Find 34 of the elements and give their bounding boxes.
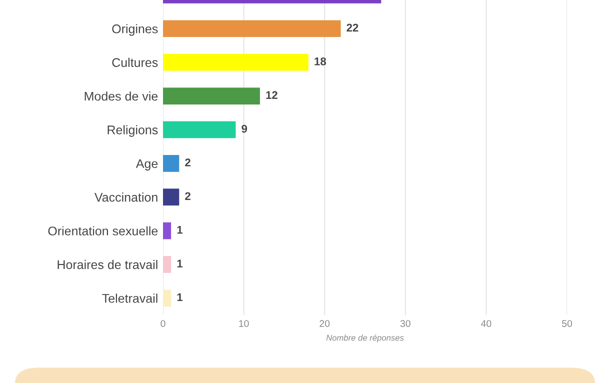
bar <box>163 222 172 240</box>
data-label: 1 <box>177 260 183 268</box>
y-tick-label: Religions <box>108 125 158 137</box>
y-tick-label: Cultures <box>112 58 158 67</box>
data-label: 22 <box>346 24 358 32</box>
bar <box>163 290 172 307</box>
bar <box>163 256 172 273</box>
data-label: 2 <box>185 158 190 166</box>
data-label: 18 <box>314 57 326 66</box>
data-label: 1 <box>177 293 183 302</box>
bar <box>163 121 236 138</box>
y-tick-label: Age <box>136 159 158 171</box>
x-tick-label: 10 <box>239 320 249 327</box>
data-label: 9 <box>242 124 248 133</box>
y-tick-label: Vaccination <box>94 192 158 202</box>
bar <box>163 20 341 38</box>
data-label: 1 <box>177 226 183 234</box>
x-tick-label: 20 <box>320 320 330 327</box>
x-tick-label: 30 <box>400 320 410 327</box>
y-tick-label: Teletravail <box>102 294 158 303</box>
y-tick-label: Origines <box>112 24 158 36</box>
x-tick-label: 50 <box>562 320 572 327</box>
x-tick-label: 0 <box>160 320 166 327</box>
y-tick-label: Orientation sexuelle <box>48 226 158 236</box>
x-tick-label: 40 <box>481 320 492 327</box>
y-tick-label: Horaires de travail <box>58 260 158 270</box>
bar <box>163 188 180 206</box>
x-axis-title: Nombre de réponses <box>326 334 404 342</box>
data-label: 12 <box>266 91 278 99</box>
y-tick-label: Modes de vie <box>84 91 158 101</box>
bar <box>163 54 308 71</box>
data-label: 2 <box>185 192 190 200</box>
bar <box>163 154 180 172</box>
bar <box>163 88 260 104</box>
